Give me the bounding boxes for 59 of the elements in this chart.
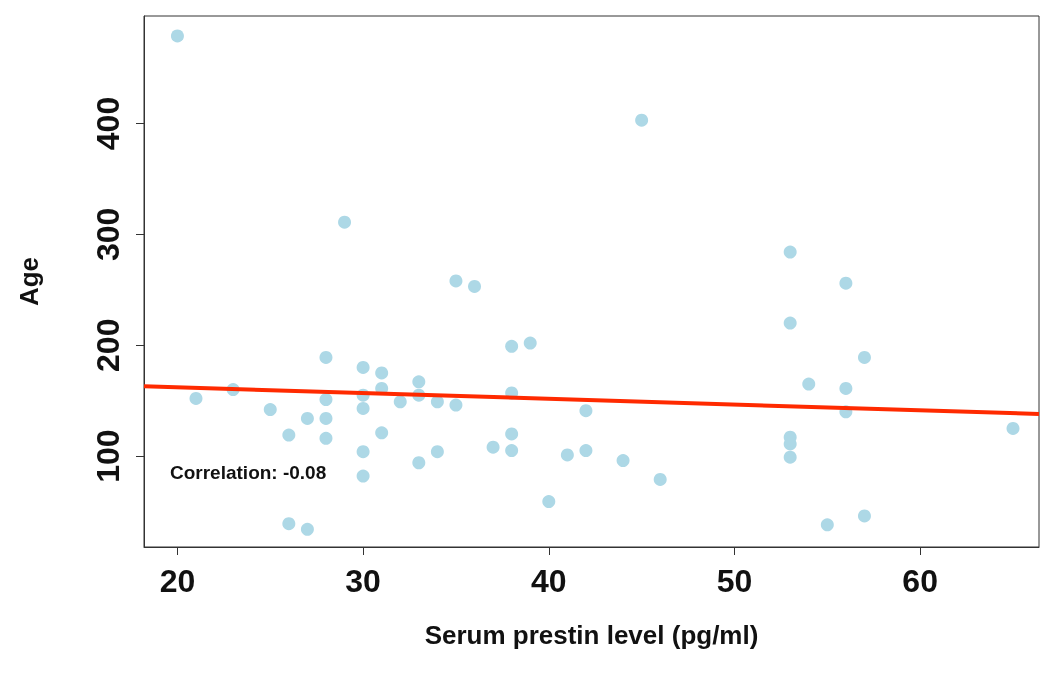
point xyxy=(282,428,296,442)
point xyxy=(523,336,537,350)
point xyxy=(542,495,556,509)
point xyxy=(839,276,853,290)
y-tick-label: 100 xyxy=(90,429,126,483)
point xyxy=(616,454,630,468)
point xyxy=(505,339,519,353)
x-tick-label: 30 xyxy=(345,563,381,599)
point xyxy=(319,431,333,445)
y-tick-label: 300 xyxy=(90,207,126,262)
point xyxy=(319,350,333,364)
point xyxy=(430,445,444,459)
point xyxy=(505,444,519,458)
point xyxy=(393,395,407,409)
point xyxy=(653,472,667,486)
y-tick-label: 200 xyxy=(90,318,126,372)
point xyxy=(505,427,519,441)
point xyxy=(579,444,593,458)
point xyxy=(338,215,352,229)
point xyxy=(449,398,463,412)
point xyxy=(486,440,500,454)
point xyxy=(263,403,277,417)
point xyxy=(189,391,203,405)
point xyxy=(560,448,574,462)
x-tick-label: 20 xyxy=(159,563,196,599)
point xyxy=(170,29,184,43)
point xyxy=(802,377,816,391)
point xyxy=(839,381,853,395)
point xyxy=(783,316,797,330)
point xyxy=(857,350,871,364)
point xyxy=(468,279,482,293)
point xyxy=(300,522,314,536)
point xyxy=(375,426,389,440)
point xyxy=(356,469,370,483)
point xyxy=(635,113,649,127)
point xyxy=(820,518,834,532)
point xyxy=(300,411,314,425)
x-axis-title: Serum prestin level (pg/ml) xyxy=(424,620,759,650)
point xyxy=(783,450,797,464)
point xyxy=(356,401,370,415)
point xyxy=(375,366,389,380)
point xyxy=(412,456,426,470)
point xyxy=(783,245,797,259)
x-tick-label: 60 xyxy=(902,563,938,599)
point xyxy=(319,411,333,425)
point xyxy=(282,517,296,531)
y-tick-label: 400 xyxy=(90,96,126,151)
point xyxy=(579,404,593,418)
point xyxy=(1006,421,1020,435)
x-tick-label: 50 xyxy=(716,563,753,599)
point xyxy=(356,360,370,374)
point xyxy=(449,274,463,288)
x-tick-label: 40 xyxy=(531,563,567,599)
point xyxy=(857,509,871,523)
annotation: Correlation: -0.08 xyxy=(170,462,327,483)
point xyxy=(412,375,426,389)
point xyxy=(319,393,333,407)
y-axis-title: Age xyxy=(14,256,44,307)
point xyxy=(356,445,370,459)
